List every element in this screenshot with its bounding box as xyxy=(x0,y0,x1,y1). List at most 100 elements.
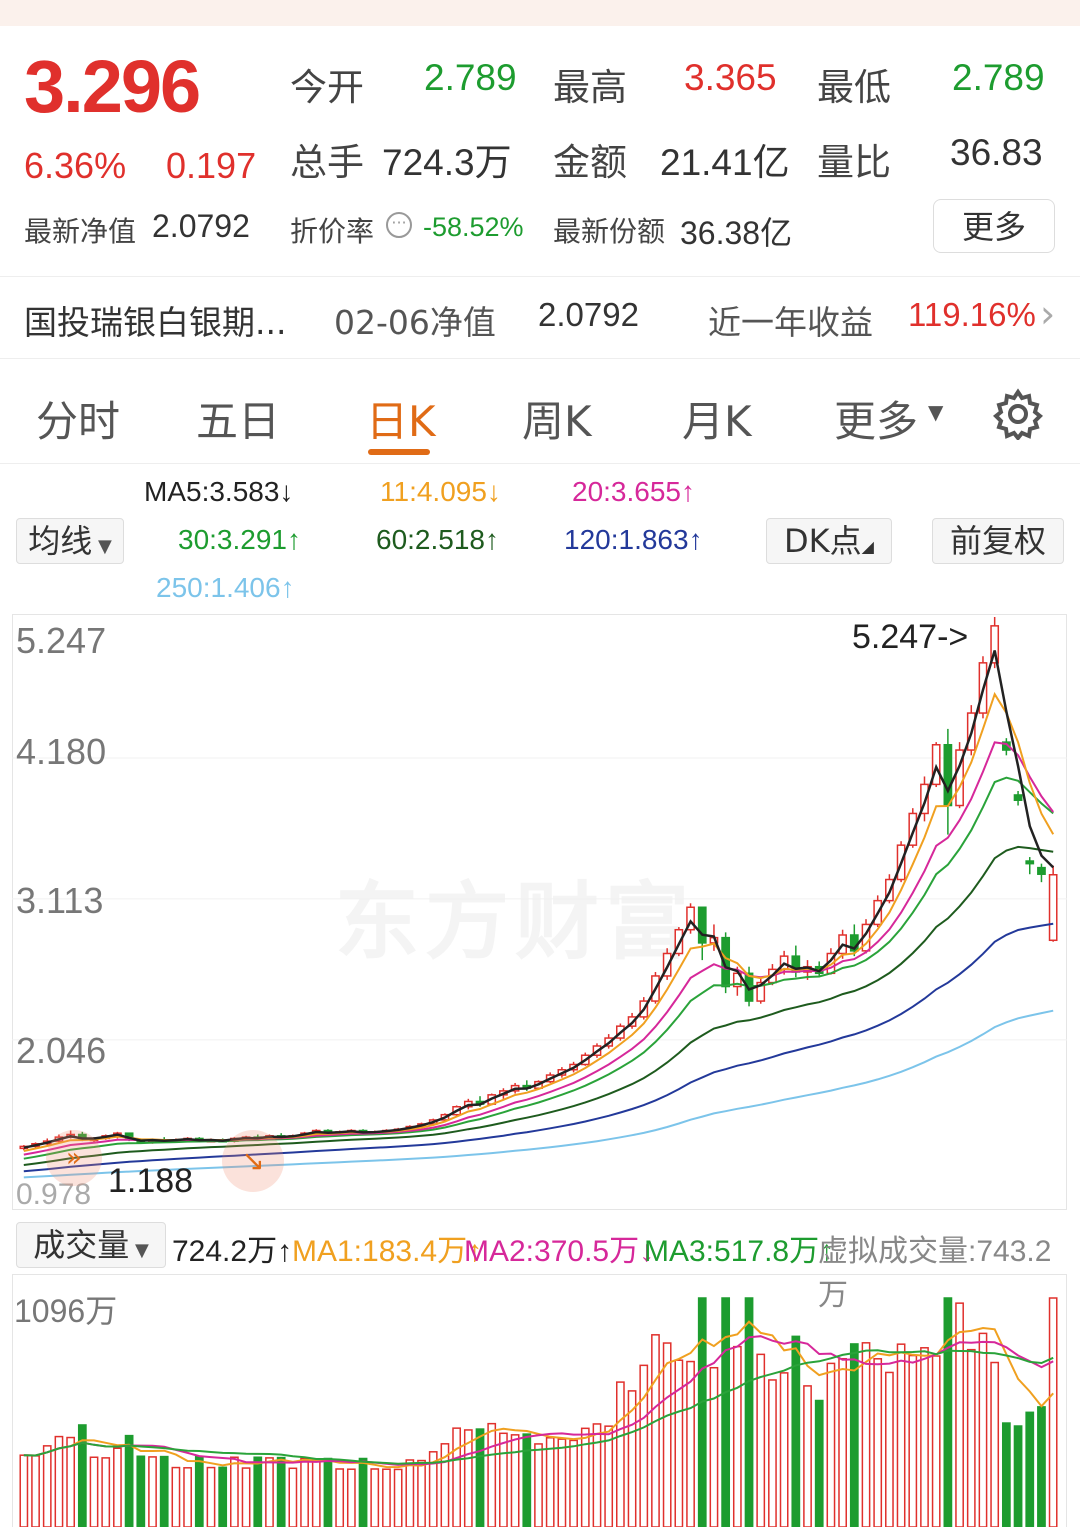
y-axis-label-max: 5.247 xyxy=(16,620,107,661)
settings-gear-icon[interactable] xyxy=(992,388,1044,444)
more-button[interactable]: 更多 xyxy=(933,199,1055,253)
volume-ma1: MA1:183.4万↑ xyxy=(292,1235,483,1268)
discount-label: 折价率 xyxy=(290,215,375,248)
volume-label: 总手 xyxy=(290,141,364,184)
volume-chart[interactable] xyxy=(12,1274,1067,1527)
ma11-legend: 11:4.095↓ xyxy=(380,476,501,507)
volume-bar xyxy=(323,1457,333,1527)
ma30-legend: 30:3.291↑ xyxy=(178,524,301,555)
tab-monthly-k[interactable]: 月K xyxy=(682,397,752,446)
candle xyxy=(686,906,695,931)
volume-bar xyxy=(253,1456,263,1527)
volume-bar xyxy=(662,1342,672,1527)
volume-bar xyxy=(124,1434,134,1527)
dk-point-button[interactable]: DK点◢ xyxy=(766,518,892,564)
adjust-button[interactable]: 前复权 xyxy=(932,518,1064,564)
tab-five-day[interactable]: 五日 xyxy=(196,397,281,446)
kline-chart-frame[interactable] xyxy=(12,614,1067,1210)
volume-bar xyxy=(171,1466,181,1527)
tab-more[interactable]: 更多 xyxy=(834,397,919,446)
ma60-legend: 60:2.518↑ xyxy=(376,524,499,555)
volume-bar xyxy=(335,1468,345,1527)
volume-bar xyxy=(1013,1425,1023,1527)
candle xyxy=(1013,794,1023,801)
active-tab-indicator xyxy=(368,449,430,455)
volume-bar xyxy=(230,1456,239,1527)
top-strip xyxy=(0,0,1080,26)
volume-bar xyxy=(885,1371,894,1527)
volume-bar xyxy=(756,1353,766,1527)
chevron-right-icon[interactable]: › xyxy=(1040,292,1056,336)
shares-value: 36.38亿 xyxy=(680,215,793,251)
nav-label: 最新净值 xyxy=(24,215,137,248)
caret-down-icon: ▼ xyxy=(92,536,112,557)
volume-bar xyxy=(370,1468,380,1527)
volume-bar xyxy=(732,1345,742,1527)
low-annotation: 1.188 xyxy=(108,1162,194,1200)
candle xyxy=(1048,874,1058,942)
volume-bar xyxy=(113,1447,122,1527)
ma-line-120 xyxy=(23,922,1054,1173)
volume-ma3: MA3:517.8万↑ xyxy=(644,1235,835,1268)
volume-bar xyxy=(990,1361,1000,1527)
ma-selector[interactable]: 均线 ▼ xyxy=(16,518,124,564)
virtual-volume: 虚拟成交量:743.2万 xyxy=(818,1235,1052,1312)
caret-down-icon: ▼ xyxy=(928,400,944,424)
volume-bar xyxy=(194,1455,204,1527)
discount-value: -58.52% xyxy=(423,212,524,242)
volume-bar xyxy=(452,1427,461,1527)
kline-chart[interactable] xyxy=(12,614,1067,1210)
change-amount: 0.197 xyxy=(166,145,257,186)
info-dots-icon[interactable]: ··· xyxy=(386,212,412,238)
volume-bar xyxy=(89,1456,99,1527)
volume-bar xyxy=(849,1343,859,1527)
candle xyxy=(1025,860,1035,865)
volume-bar xyxy=(311,1458,321,1527)
volume-bar xyxy=(545,1437,555,1527)
last-price: 3.296 xyxy=(24,45,201,128)
volume-bar xyxy=(1001,1422,1011,1527)
volume-ma-line xyxy=(23,1320,1054,1469)
volume-bar xyxy=(978,1332,988,1527)
y-axis-label: 2.046 xyxy=(16,1030,107,1071)
volume-bar xyxy=(417,1459,426,1527)
volume-value: 724.3万 xyxy=(382,142,512,183)
volume-bar xyxy=(674,1359,684,1527)
open-value: 2.789 xyxy=(424,57,517,98)
volume-bar xyxy=(966,1348,976,1527)
volume-bar xyxy=(206,1466,216,1527)
y-axis-label: 3.113 xyxy=(16,880,104,921)
ma120-legend: 120:1.863↑ xyxy=(564,524,703,555)
volume-bar xyxy=(42,1445,52,1527)
y-axis-label-min: 0.978 xyxy=(16,1178,92,1211)
fund-name[interactable]: 国投瑞银白银期... xyxy=(24,303,287,342)
tab-weekly-k[interactable]: 周K xyxy=(522,397,592,446)
volume-selector[interactable]: 成交量 ▼ xyxy=(16,1222,166,1268)
ma-line-250 xyxy=(23,1009,1054,1179)
volume-bar xyxy=(803,1385,812,1527)
shares-label: 最新份额 xyxy=(553,215,666,248)
divider xyxy=(0,358,1080,359)
volume-bar xyxy=(241,1467,251,1527)
signal-marker-icon[interactable]: » xyxy=(46,1130,102,1186)
ma250-legend: 250:1.406↑ xyxy=(156,572,295,603)
low-value: 2.789 xyxy=(952,57,1045,98)
ma-line-30 xyxy=(23,776,1054,1160)
volume-bar xyxy=(721,1297,731,1527)
tab-intraday[interactable]: 分时 xyxy=(36,397,121,446)
volume-bar xyxy=(136,1455,146,1527)
volume-bar xyxy=(580,1427,590,1527)
amount-label: 金额 xyxy=(553,141,627,184)
volume-bar xyxy=(873,1358,883,1527)
signal-marker-icon[interactable]: ↘ xyxy=(222,1130,284,1192)
candle xyxy=(756,981,766,1002)
volume-bar xyxy=(686,1360,695,1527)
volume-bar xyxy=(393,1468,403,1527)
fund-return-label: 近一年收益 xyxy=(708,303,873,342)
tab-daily-k[interactable]: 日K xyxy=(366,397,436,446)
volume-chart-frame[interactable] xyxy=(12,1274,1067,1527)
volume-bar xyxy=(768,1379,777,1527)
volume-bar xyxy=(651,1334,660,1527)
fund-return: 119.16% xyxy=(908,296,1036,333)
volume-bar xyxy=(382,1468,391,1527)
